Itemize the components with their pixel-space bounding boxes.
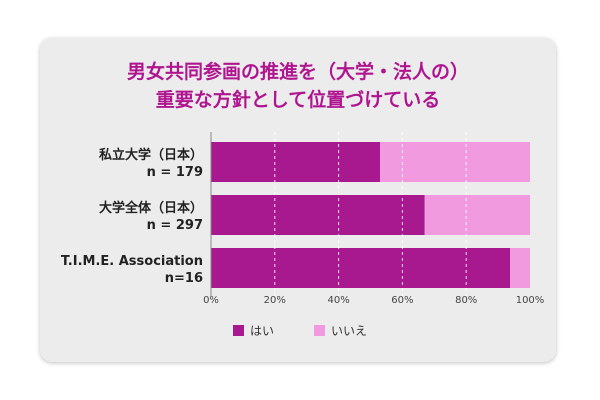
chart-title-line-1: 男女共同参画の推進を（大学・法人の） [126,61,469,83]
x-tick-label-40: 40% [327,295,349,306]
category-label-1-1: n = 297 [147,218,203,233]
legend-item-no: いいえ [314,322,367,339]
category-label-2-1: n=16 [165,271,203,286]
x-tick-label-0: 0% [203,295,219,306]
bar-no-1 [424,195,530,235]
category-label-0-1: n = 179 [147,165,203,180]
legend: はい いいえ [0,322,600,339]
legend-label-no: いいえ [331,324,368,338]
bar-no-2 [510,248,530,288]
category-label-2-0: T.I.M.E. Association [61,254,203,269]
category-label-1-0: 大学全体（日本） [99,200,203,216]
legend-swatch-no [314,325,325,336]
category-label-0-0: 私立大学（日本） [99,147,203,163]
x-tick-label-60: 60% [391,295,413,306]
x-tick-label-80: 80% [455,295,477,306]
legend-label-yes: はい [249,324,274,338]
bar-yes-2 [211,248,511,288]
x-tick-label-20: 20% [264,295,286,306]
bar-yes-0 [211,142,381,182]
chart-title: 男女共同参画の推進を（大学・法人の） 重要な方針として位置づけている [40,58,556,114]
legend-item-yes: はい [232,322,274,339]
bar-yes-1 [211,195,425,235]
chart-title-line-2: 重要な方針として位置づけている [155,89,441,111]
legend-swatch-yes [232,325,244,336]
x-tick-label-100: 100% [516,295,545,306]
bar-no-0 [380,142,530,182]
